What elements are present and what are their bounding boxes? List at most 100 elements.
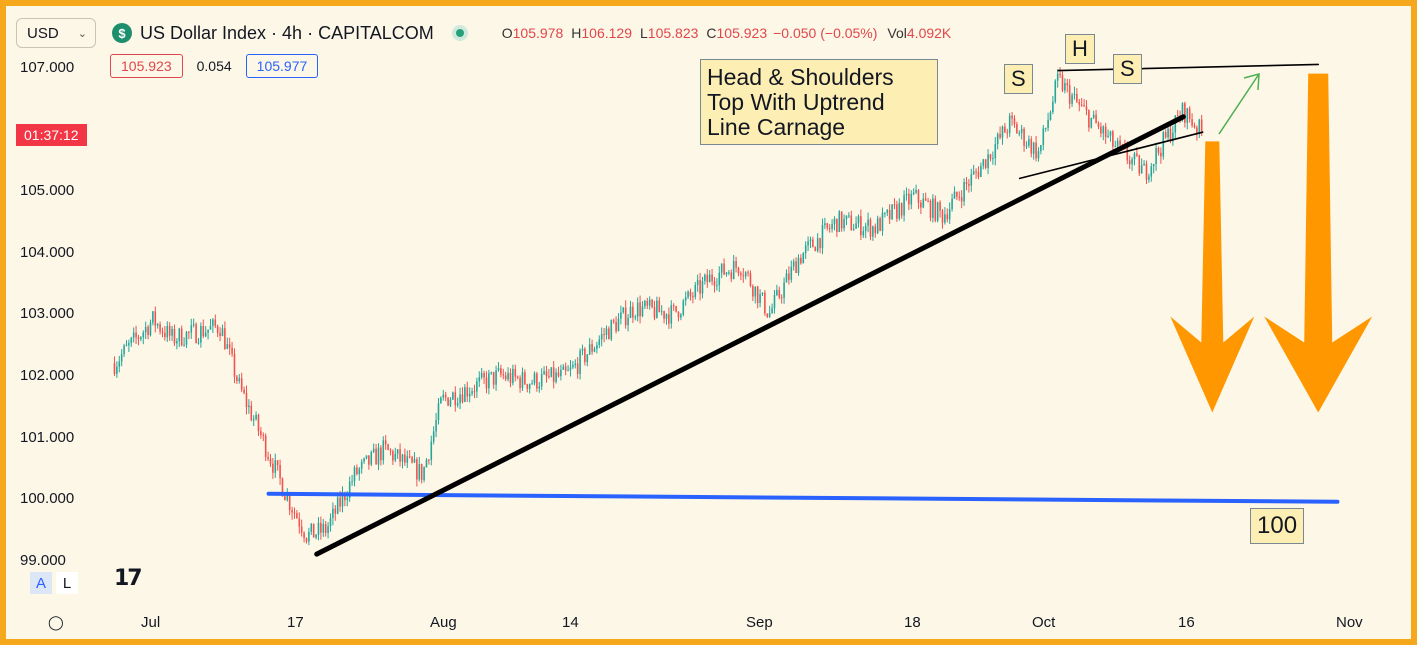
candle-body <box>629 306 632 319</box>
candle-body <box>502 374 505 376</box>
candle-body <box>598 339 601 345</box>
candle-body <box>216 326 219 333</box>
candle-body <box>956 191 958 197</box>
candle-body <box>202 326 205 337</box>
ask-button[interactable]: 105.977 <box>245 54 319 78</box>
candle-body <box>584 348 586 363</box>
candle-body <box>1049 112 1052 120</box>
candle-body <box>852 228 855 231</box>
candle-body <box>987 154 989 168</box>
candle-body <box>1040 144 1042 152</box>
candle-body <box>480 373 483 378</box>
low-value: 105.823 <box>647 25 699 41</box>
currency-select[interactable]: USD ⌄ <box>16 18 96 48</box>
candle-body <box>149 322 152 336</box>
candle-body <box>320 522 322 533</box>
scale-buttons: A L <box>30 572 78 594</box>
candle-body <box>716 285 718 287</box>
candle-body <box>514 368 517 377</box>
candle-body <box>159 324 161 332</box>
candle-body <box>680 314 682 318</box>
candle-body <box>432 431 435 442</box>
candle-body <box>1052 101 1054 113</box>
bar-countdown: 01:37:12 <box>16 124 87 146</box>
candle-body <box>125 345 128 347</box>
candle-body <box>1126 147 1129 161</box>
candle-body <box>264 435 267 457</box>
candle-body <box>605 328 608 335</box>
candle-body <box>363 458 365 462</box>
candle-body <box>826 223 829 228</box>
candle-body <box>908 193 910 205</box>
price-tick: 104.000 <box>20 244 75 261</box>
price-tick: 107.000 <box>20 59 75 76</box>
candle-body <box>118 361 121 367</box>
candle-body <box>339 497 341 507</box>
candle-body <box>545 371 548 377</box>
candle-body <box>221 328 224 336</box>
candle-body <box>228 344 231 348</box>
chevron-down-icon: ⌄ <box>77 27 87 40</box>
candle-body <box>944 214 946 223</box>
candle-body <box>1140 165 1143 174</box>
market-open-icon <box>451 25 468 41</box>
low-key: L <box>639 25 648 41</box>
candle-body <box>855 223 857 229</box>
candle-body <box>387 444 389 450</box>
candle-body <box>1078 101 1081 105</box>
candle-body <box>341 493 344 507</box>
candle-body <box>348 481 351 498</box>
auto-scale-button[interactable]: A <box>30 572 52 594</box>
price-chart[interactable] <box>6 6 1411 639</box>
log-scale-button[interactable]: L <box>56 572 78 594</box>
candle-body <box>656 300 658 318</box>
candle-body <box>1109 131 1112 136</box>
candle-body <box>171 328 173 336</box>
settings-icon[interactable]: ◯ <box>48 614 64 630</box>
candle-body <box>778 289 781 298</box>
time-tick: 17 <box>287 614 304 631</box>
candle-body <box>898 203 901 219</box>
candle-body <box>718 272 721 286</box>
candle-body <box>560 369 562 377</box>
candle-body <box>800 257 802 264</box>
tradingview-logo[interactable]: 17 <box>114 566 143 591</box>
candle-body <box>951 198 953 210</box>
head-label: H <box>1065 34 1095 64</box>
candle-body <box>358 468 361 475</box>
candle-body <box>596 344 598 349</box>
candle-body <box>620 312 622 319</box>
candle-body <box>1028 139 1030 146</box>
candle-body <box>442 394 445 398</box>
candle-body <box>1133 153 1136 160</box>
candle-body <box>1068 85 1071 104</box>
candle-body <box>593 348 596 352</box>
candle-body <box>622 307 625 313</box>
candle-body <box>384 440 387 445</box>
candle-body <box>1193 125 1196 128</box>
candle-body <box>766 313 769 317</box>
candle-body <box>939 202 941 211</box>
candle-body <box>365 455 368 459</box>
close-value: 105.923 <box>716 25 768 41</box>
candle-body <box>663 311 665 319</box>
candle-body <box>315 534 317 538</box>
target-arrow <box>1264 73 1373 413</box>
candle-body <box>192 324 195 326</box>
currency-value: USD <box>27 24 59 42</box>
candle-body <box>440 397 442 404</box>
candle-body <box>732 261 735 280</box>
candle-body <box>370 451 373 465</box>
candle-body <box>675 305 677 312</box>
change-value: −0.050 (−0.05%) <box>773 25 878 41</box>
symbol-title[interactable]: US Dollar Index · 4h · CAPITALCOM <box>140 22 434 43</box>
candle-body <box>572 365 574 368</box>
candle-body <box>1013 118 1016 125</box>
candle-body <box>401 454 404 462</box>
bid-button[interactable]: 105.923 <box>110 54 183 78</box>
candle-body <box>586 354 589 363</box>
candle-body <box>231 347 233 354</box>
candle-body <box>831 223 833 229</box>
candle-body <box>600 334 603 340</box>
candle-body <box>209 325 212 330</box>
